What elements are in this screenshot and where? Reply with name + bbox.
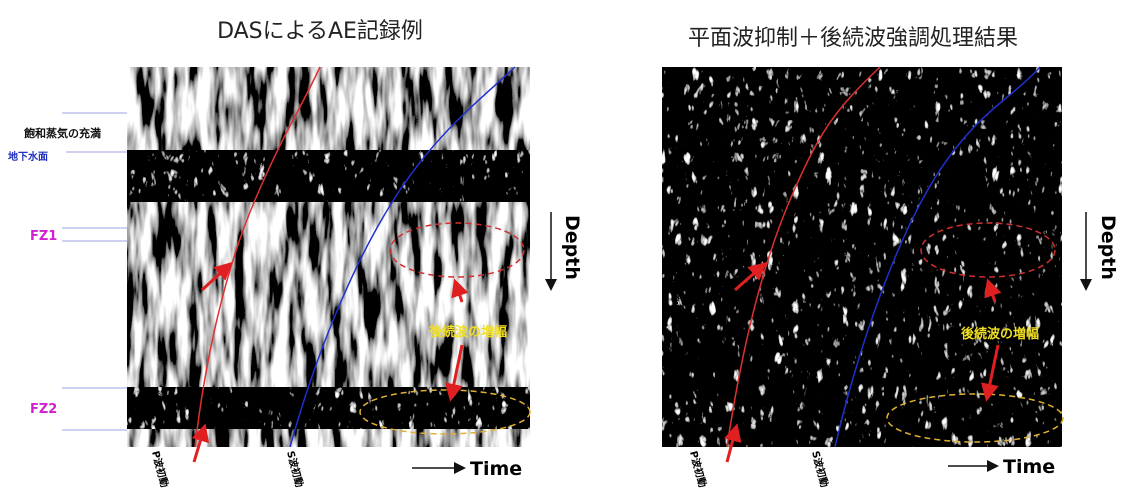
- annotation: 後続波の増幅: [429, 324, 507, 340]
- seismic-image: [662, 67, 1062, 447]
- time-label: Time: [1003, 456, 1055, 478]
- figure: 飽和蒸気の充満 地下水面 FZ1 FZ2 DASによるAE記録例 後続波の増幅 …: [0, 0, 1134, 503]
- side-labels: 飽和蒸気の充満 地下水面 FZ1 FZ2: [8, 113, 127, 430]
- depth-label: Depth: [561, 215, 583, 280]
- panel: DASによるAE記録例 後続波の増幅 P波初動 S波初動 Time Depth: [127, 19, 583, 489]
- seismic-band: [127, 387, 530, 429]
- panel-title: 平面波抑制＋後続波強調処理結果: [688, 26, 1018, 51]
- depth-label: Depth: [1097, 215, 1119, 280]
- s-label: S波初動: [809, 449, 831, 488]
- panel-title: DASによるAE記録例: [217, 19, 423, 44]
- annotation: 後続波の増幅: [961, 326, 1039, 342]
- water-table-label: 地下水面: [8, 150, 48, 163]
- time-label: Time: [470, 458, 522, 480]
- p-label: P波初動: [687, 449, 709, 488]
- p-label: P波初動: [149, 449, 171, 488]
- seismic-band: [127, 150, 530, 202]
- fz1-label: FZ1: [30, 229, 57, 244]
- s-label: S波初動: [284, 449, 306, 488]
- steam-label: 飽和蒸気の充満: [23, 126, 101, 140]
- fz2-label: FZ2: [30, 402, 57, 417]
- panel: 平面波抑制＋後続波強調処理結果 後続波の増幅 P波初動 S波初動 Time De…: [662, 26, 1119, 489]
